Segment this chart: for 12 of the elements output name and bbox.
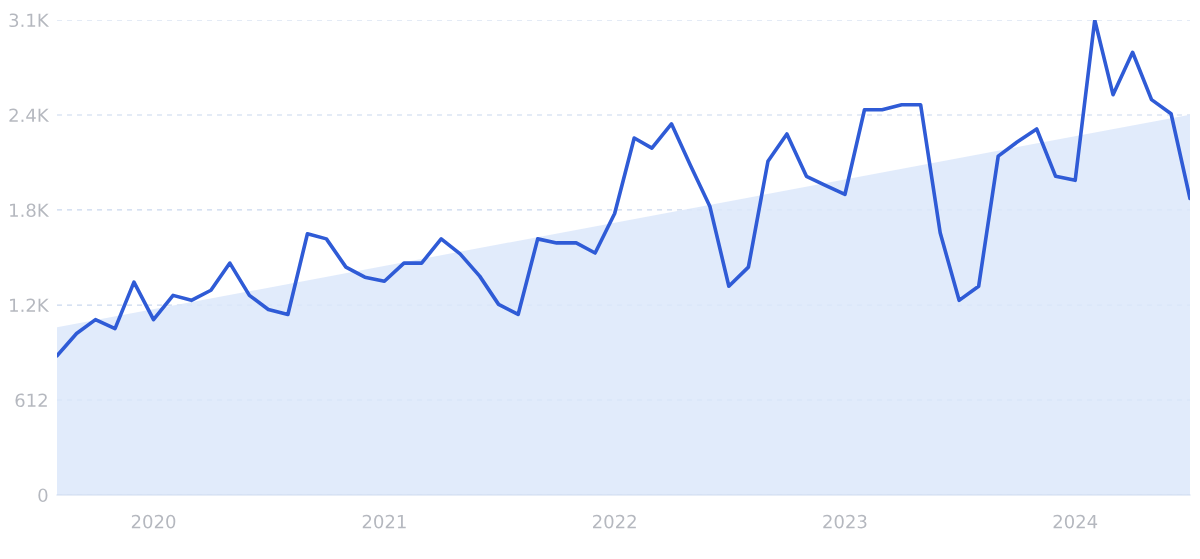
x-tick-label: 2023 <box>823 514 867 529</box>
y-tick-label: 2.4K <box>9 108 50 122</box>
x-tick-label: 2020 <box>131 514 176 529</box>
x-tick-label: 2021 <box>362 514 406 529</box>
y-tick-label: 0 <box>38 488 48 503</box>
y-tick-label: 1.2K <box>10 298 50 312</box>
y-tick-label: 3.1K <box>9 13 50 28</box>
y-tick-label: 1.8K <box>10 203 50 218</box>
x-tick-label: 2022 <box>593 514 636 529</box>
y-tick-label: 612 <box>15 393 47 408</box>
line-series <box>57 20 1190 358</box>
x-tick-label: 2024 <box>1053 514 1098 529</box>
